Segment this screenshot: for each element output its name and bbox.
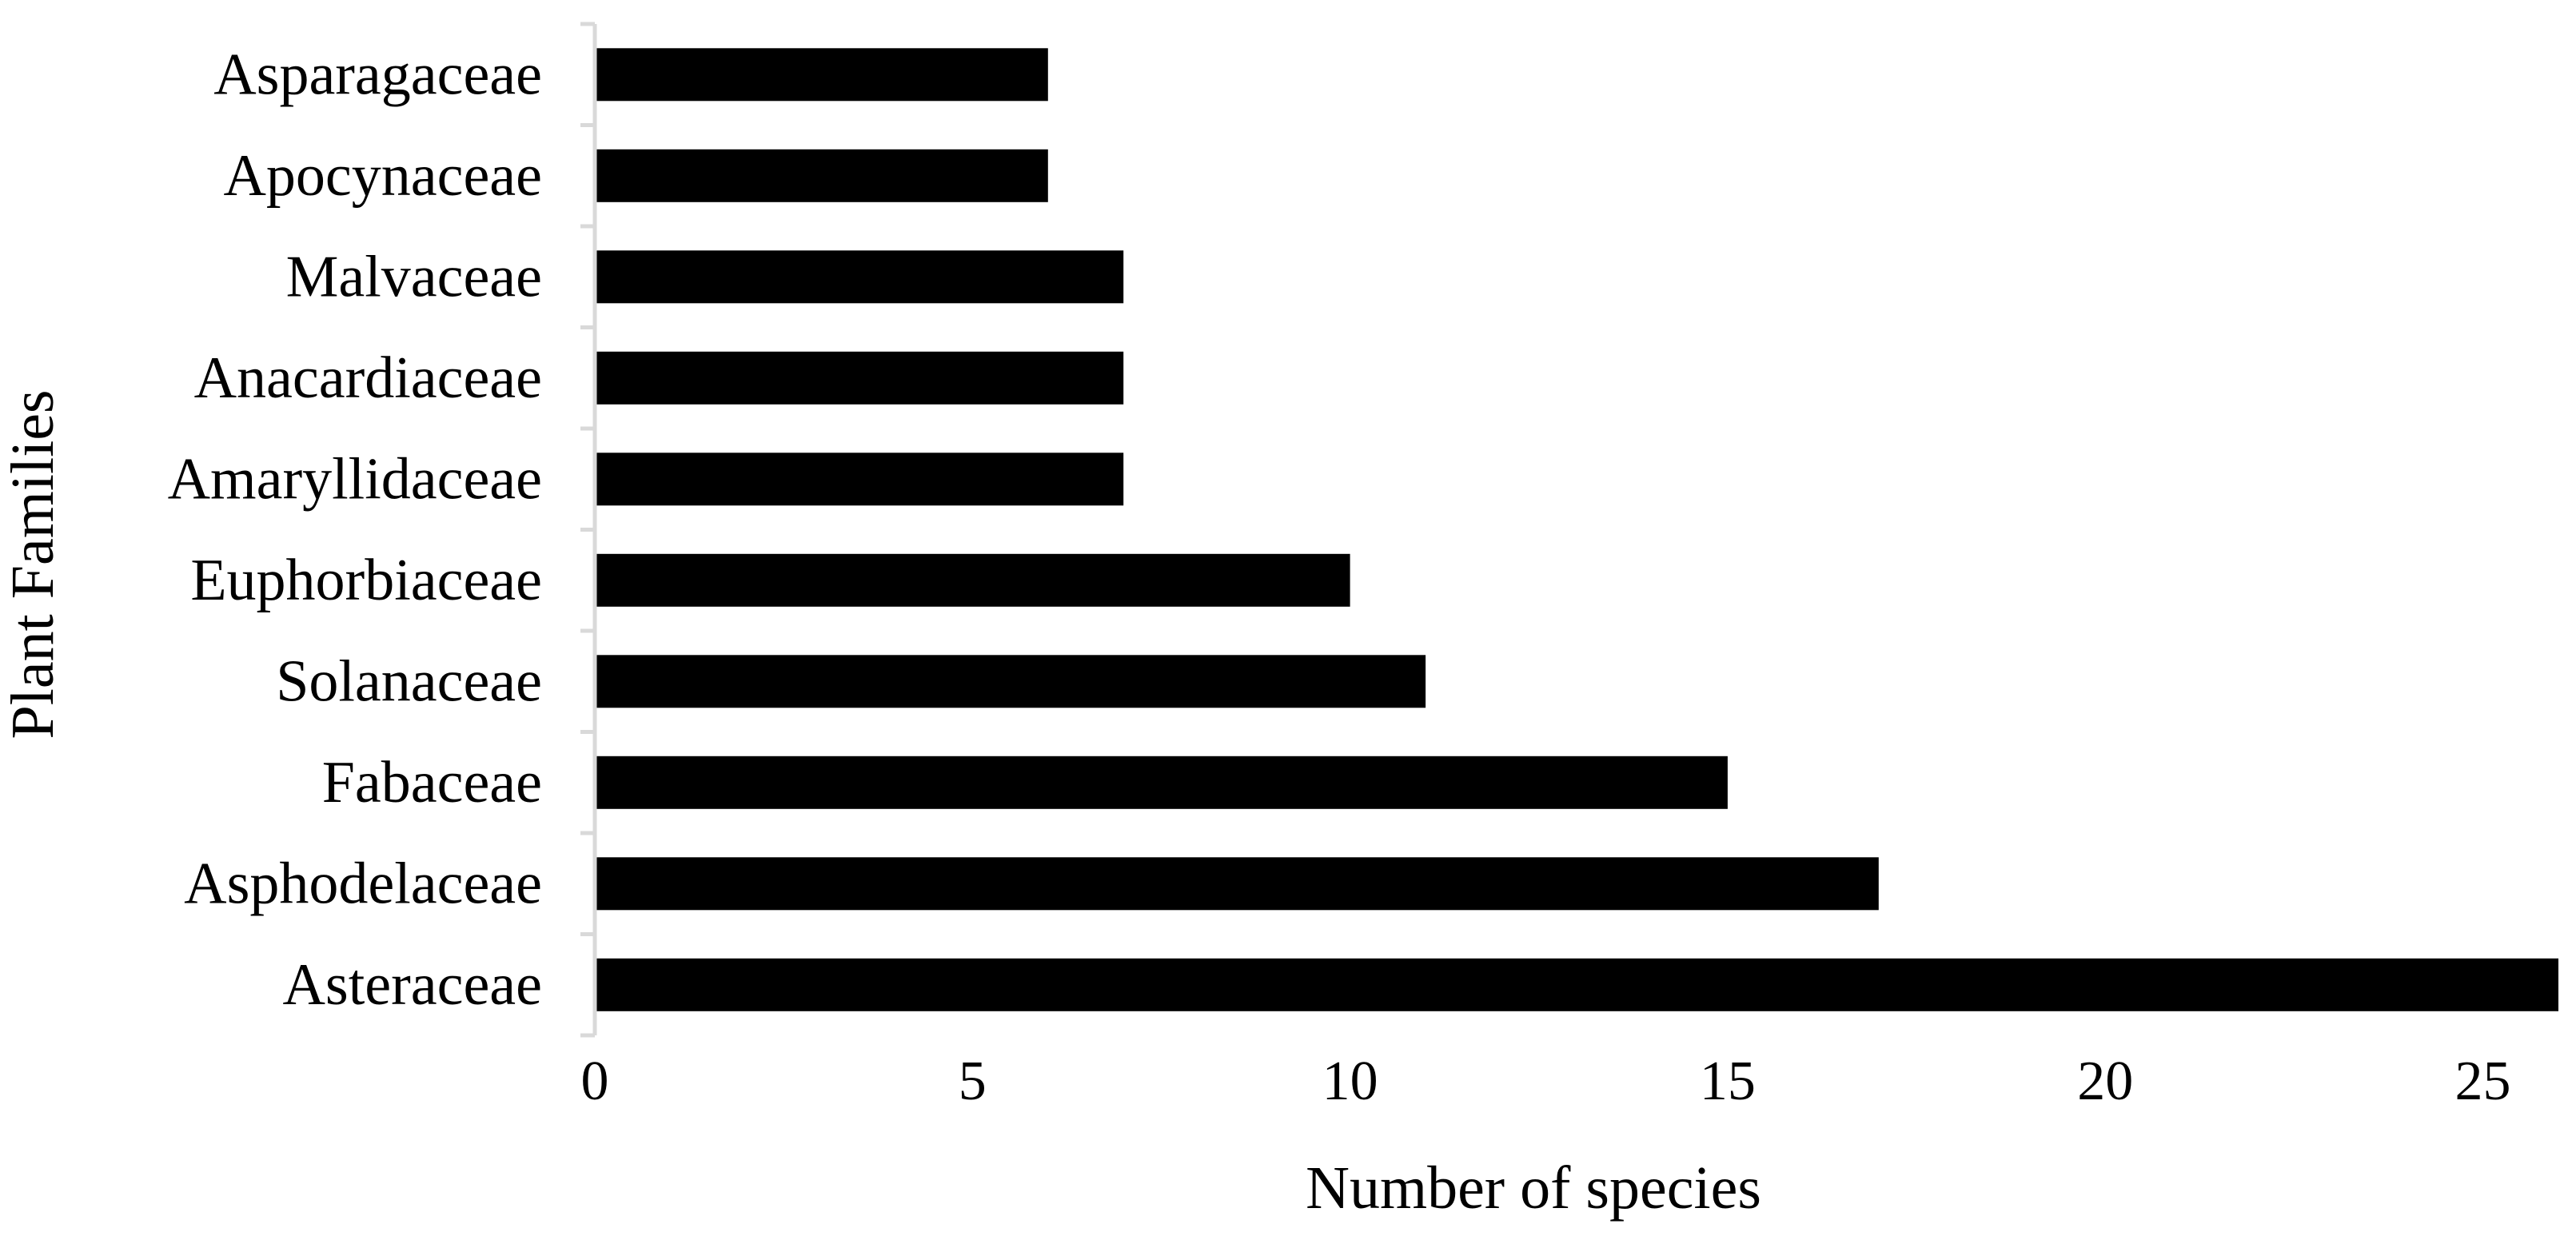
category-label: Amaryllidaceae bbox=[168, 446, 542, 512]
y-axis bbox=[580, 22, 597, 1038]
x-tick-label: 0 bbox=[581, 1051, 609, 1112]
category-label: Anacardiaceae bbox=[194, 345, 542, 411]
x-tick-label: 5 bbox=[959, 1051, 987, 1112]
bar-malvaceae bbox=[595, 250, 1124, 304]
bar-asparagaceae bbox=[595, 48, 1048, 102]
x-tick-labels: 0 5 10 15 20 25 bbox=[581, 1051, 2511, 1112]
bars-layer bbox=[595, 48, 2558, 1011]
category-label: Asphodelaceae bbox=[184, 851, 542, 916]
category-labels: Asparagaceae Apocynaceae Malvaceae Anacardi… bbox=[168, 42, 542, 1018]
bar-apocynaceae bbox=[595, 149, 1048, 202]
category-label: Euphorbiaceae bbox=[190, 548, 542, 613]
bar-fabaceae bbox=[595, 756, 1728, 809]
category-label: Asteraceae bbox=[282, 952, 542, 1018]
category-label: Solanaceae bbox=[276, 648, 542, 714]
bar-asteraceae bbox=[595, 958, 2558, 1011]
x-tick-label: 15 bbox=[1700, 1051, 1756, 1112]
category-label: Fabaceae bbox=[322, 750, 542, 815]
bar-asphodelaceae bbox=[595, 857, 1879, 911]
y-axis-title: Plant Families bbox=[0, 390, 66, 740]
category-label: Asparagaceae bbox=[213, 42, 542, 107]
bar-solanaceae bbox=[595, 655, 1426, 708]
x-tick-label: 20 bbox=[2077, 1051, 2133, 1112]
x-axis-title: Number of species bbox=[1306, 1154, 1761, 1222]
bar-amaryllidaceae bbox=[595, 453, 1124, 506]
x-tick-label: 10 bbox=[1322, 1051, 1378, 1112]
bar-anacardiaceae bbox=[595, 351, 1124, 405]
bar-euphorbiaceae bbox=[595, 553, 1350, 607]
category-label: Apocynaceae bbox=[223, 143, 542, 209]
x-tick-label: 25 bbox=[2455, 1051, 2511, 1112]
category-label: Malvaceae bbox=[286, 244, 542, 309]
